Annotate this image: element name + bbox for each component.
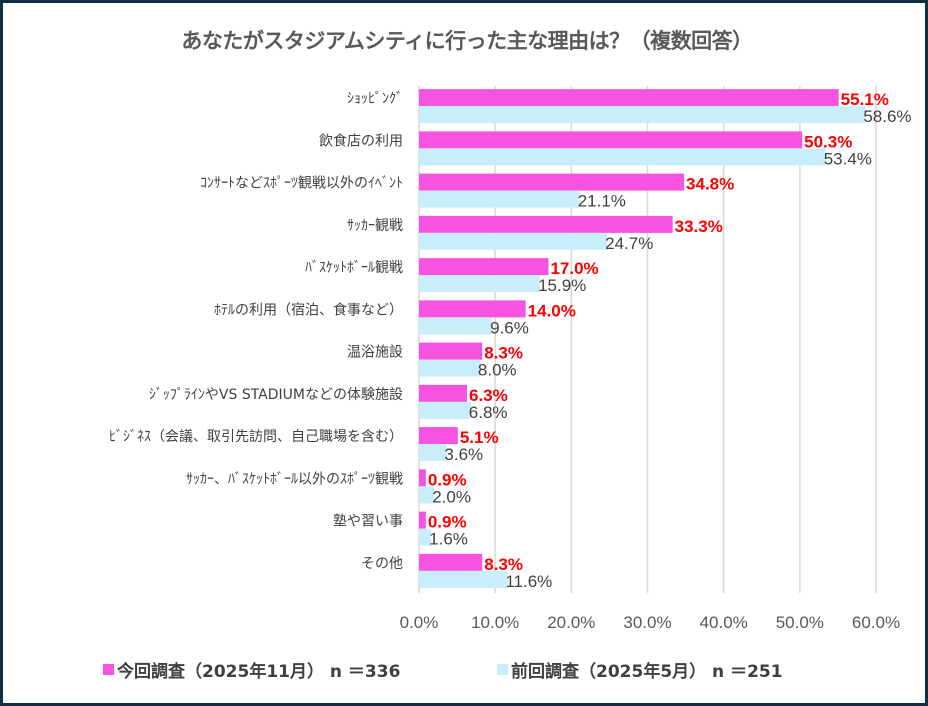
bar-previous	[419, 106, 866, 124]
bar-previous	[419, 528, 432, 546]
legend-item-current: 今回調査（2025年11月） n ＝336	[103, 657, 400, 682]
category-label: ﾊﾞｽｹｯﾄﾎﾞｰﾙ観戦	[305, 259, 403, 276]
legend-label-current: 今回調査（2025年11月） n ＝336	[117, 662, 401, 682]
category-label: ﾎﾃﾙの利用（宿泊、食事など）	[214, 301, 403, 318]
value-label-current: 55.1%	[841, 90, 889, 109]
value-label-current: 33.3%	[675, 217, 723, 236]
bar-previous	[419, 401, 471, 419]
category-label: ｻｯｶｰ観戦	[347, 217, 403, 234]
bar-previous	[419, 317, 493, 335]
legend-swatch-previous	[497, 664, 508, 675]
bar-current	[419, 384, 467, 402]
bar-previous	[419, 570, 508, 588]
value-label-current: 0.9%	[428, 513, 467, 532]
category-label: ｼﾞｯﾌﾟﾗｲﾝやVS STADIUMなどの体験施設	[149, 387, 403, 403]
value-label-previous: 9.6%	[490, 318, 529, 337]
value-label-previous: 21.1%	[578, 192, 626, 211]
category-label: ｼｮｯﾋﾟﾝｸﾞ	[347, 91, 403, 107]
chart-title: あなたがスタジアムシティに行った主な理由は？（複数回答）	[181, 29, 753, 53]
bar-current	[419, 300, 526, 318]
value-label-previous: 24.7%	[605, 234, 653, 253]
category-label: 塾や習い事	[333, 514, 403, 530]
value-label-previous: 11.6%	[505, 572, 552, 591]
category-label: その他	[361, 556, 403, 572]
value-label-current: 8.3%	[484, 555, 523, 574]
value-label-current: 5.1%	[460, 428, 499, 447]
value-label-previous: 53.4%	[824, 149, 872, 168]
value-label-previous: 8.0%	[478, 361, 517, 380]
bar-current	[419, 258, 549, 276]
category-labels: ｼｮｯﾋﾟﾝｸﾞ 飲食店の利用 ｺﾝｻｰﾄなどｽﾎﾟｰﾂ観戦以外のｲﾍﾞﾝﾄ ｻｯｶｰ…	[109, 91, 403, 572]
x-tick-label: 20.0%	[547, 613, 595, 632]
bar-current	[419, 427, 458, 445]
bar-current	[419, 215, 673, 233]
bar-current	[419, 469, 426, 487]
value-label-current: 17.0%	[550, 259, 598, 278]
value-label-previous: 2.0%	[432, 487, 471, 506]
category-label: 温浴施設	[347, 345, 403, 361]
x-axis-ticks: 0.0% 10.0% 20.0% 30.0% 40.0% 50.0% 60.0%	[400, 613, 900, 632]
bar-current	[419, 131, 803, 149]
category-label: ｻｯｶｰ、ﾊﾞｽｹｯﾄﾎﾞｰﾙ以外のｽﾎﾟｰﾂ観戦	[186, 470, 403, 487]
gridlines	[418, 86, 877, 593]
value-label-current: 50.3%	[804, 132, 852, 151]
bar-previous	[419, 190, 580, 208]
x-tick-label: 60.0%	[852, 613, 900, 632]
value-label-previous: 3.6%	[444, 445, 483, 464]
value-label-previous: 1.6%	[429, 530, 468, 549]
value-label-current: 34.8%	[686, 175, 734, 194]
legend: 今回調査（2025年11月） n ＝336 前回調査（2025年5月） n ＝2…	[0, 657, 928, 687]
bar-current	[419, 89, 839, 107]
category-label: ｺﾝｻｰﾄなどｽﾎﾟｰﾂ観戦以外のｲﾍﾞﾝﾄ	[200, 175, 403, 192]
x-tick-label: 10.0%	[471, 613, 519, 632]
x-tick-label: 30.0%	[623, 613, 671, 632]
bar-current	[419, 173, 685, 191]
category-label: 飲食店の利用	[319, 132, 403, 149]
x-tick-label: 40.0%	[700, 613, 748, 632]
bar-current	[419, 342, 483, 360]
value-label-previous: 15.9%	[538, 276, 586, 295]
bar-previous	[419, 444, 447, 462]
value-label-current: 14.0%	[528, 301, 576, 320]
bar-current	[419, 553, 483, 571]
value-label-previous: 58.6%	[863, 107, 911, 126]
legend-label-previous: 前回調査（2025年5月） n ＝251	[511, 662, 783, 682]
value-label-previous: 6.8%	[469, 403, 508, 422]
value-labels: 55.1%58.6% 50.3%53.4% 34.8% 21.1% 33.3% 24.7%…	[428, 90, 912, 591]
bar-previous	[419, 486, 435, 504]
value-label-current: 6.3%	[469, 386, 508, 405]
bar-current	[419, 511, 426, 529]
bars	[419, 89, 866, 588]
bar-previous	[419, 148, 826, 166]
legend-item-previous: 前回調査（2025年5月） n ＝251	[497, 657, 783, 682]
x-tick-label: 50.0%	[776, 613, 824, 632]
value-label-current: 0.9%	[428, 470, 467, 489]
legend-swatch-current	[103, 664, 114, 675]
value-label-current: 8.3%	[484, 344, 523, 363]
x-tick-label: 0.0%	[400, 613, 439, 632]
bar-previous	[419, 359, 480, 377]
bar-previous	[419, 275, 541, 293]
category-label: ﾋﾞｼﾞﾈｽ（会議、取引先訪問、自己職場を含む）	[109, 428, 403, 445]
bar-previous	[419, 232, 608, 250]
